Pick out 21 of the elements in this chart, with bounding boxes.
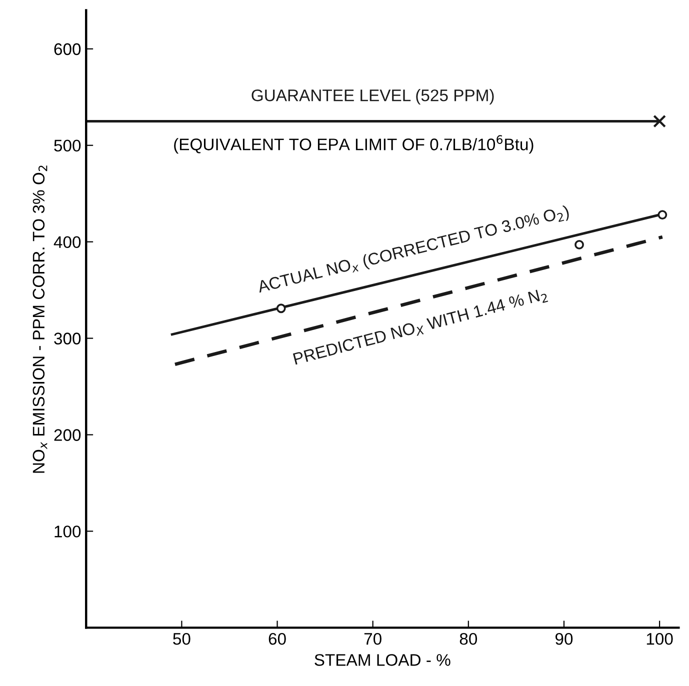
y-tick-label: 600 <box>54 43 81 56</box>
annotation: (EQUIVALENT TO EPA LIMIT OF 0.7LB/10$^{6}$Btu) <box>174 135 534 154</box>
point <box>574 240 584 250</box>
x-tick-label: 100 <box>646 632 673 645</box>
x-tick-label: 90 <box>555 632 573 645</box>
series-label: GUARANTEE LEVEL (525 PPM) <box>252 89 494 105</box>
x-axis-title: STEAM LOAD - % <box>314 654 450 666</box>
x-tick-label: 60 <box>268 632 286 645</box>
point <box>658 210 668 220</box>
x-tick-label: 50 <box>173 632 190 645</box>
y-tick-label: 500 <box>54 140 81 152</box>
x-tick-label: 80 <box>460 632 478 645</box>
y-axis-title: NO$_{x}$ EMISSION - PPM CORR. TO 3% O$_{2}$ <box>32 166 48 473</box>
y-tick-label: 300 <box>54 332 81 344</box>
text: PREDICTED NO$_{X}$ WITH 1.44 % N$_{2}$ <box>292 290 548 365</box>
point <box>276 304 286 314</box>
x-tick-label: 70 <box>364 632 382 645</box>
y-tick-label: 400 <box>54 236 81 248</box>
point <box>653 114 666 128</box>
y-tick-label: 100 <box>54 526 81 538</box>
y-tick-label: 200 <box>54 429 81 441</box>
